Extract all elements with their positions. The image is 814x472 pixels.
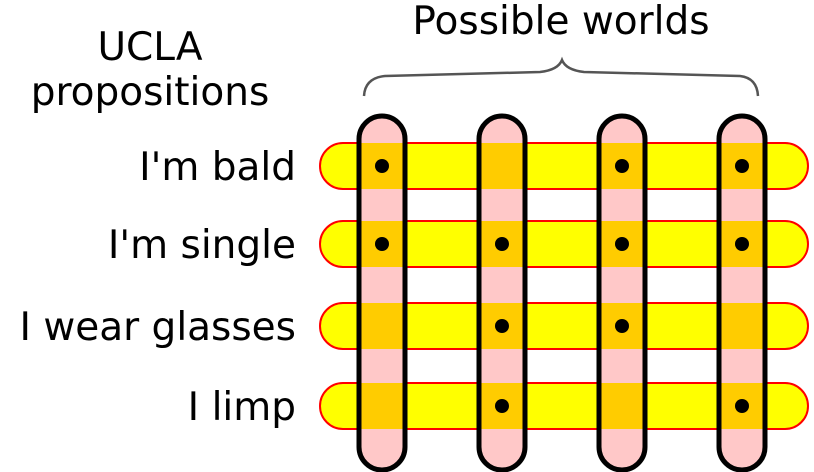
- world-outline-3: [596, 113, 648, 472]
- world-outline-4: [716, 113, 768, 472]
- proposition-label-3: I wear glasses: [19, 305, 296, 350]
- proposition-bar-3: [319, 302, 809, 350]
- membership-dot-r3-w3: [615, 319, 629, 333]
- proposition-bar-2: [319, 220, 809, 268]
- proposition-bar-4: [319, 382, 809, 430]
- membership-dot-r4-w4: [735, 399, 749, 413]
- overlap-cells: [359, 143, 765, 429]
- overlap-cell-r1-w2: [479, 143, 525, 189]
- world-outlines: [356, 113, 768, 472]
- proposition-label-1: I'm bald: [139, 145, 296, 190]
- membership-dot-r2-w1: [375, 237, 389, 251]
- world-outline-2: [476, 113, 528, 472]
- world-outline-1: [356, 113, 408, 472]
- membership-dots: [375, 159, 749, 413]
- membership-dot-r2-w3: [615, 237, 629, 251]
- membership-dot-r1-w1: [375, 159, 389, 173]
- overlap-cell-r3-w4: [719, 303, 765, 349]
- membership-dot-r4-w2: [495, 399, 509, 413]
- overlap-cell-r4-w1: [359, 383, 405, 429]
- world-column-3: [599, 116, 645, 470]
- worlds-brace: [362, 56, 760, 97]
- propositions-title-line2: propositions: [31, 70, 270, 115]
- proposition-bars: [319, 142, 809, 430]
- membership-dot-r2-w4: [735, 237, 749, 251]
- membership-dot-r2-w2: [495, 237, 509, 251]
- world-column-4: [719, 116, 765, 470]
- worlds-title: Possible worlds: [412, 0, 709, 44]
- world-column-2: [479, 116, 525, 470]
- proposition-label-2: I'm single: [108, 223, 296, 268]
- proposition-bar-1: [319, 142, 809, 190]
- world-column-1: [359, 116, 405, 470]
- membership-dot-r3-w2: [495, 319, 509, 333]
- overlap-cell-r3-w1: [359, 303, 405, 349]
- proposition-labels: I'm bald I'm single I wear glasses I limp: [19, 145, 296, 430]
- propositions-title-line1: UCLA: [97, 25, 202, 70]
- overlap-cell-r4-w3: [599, 383, 645, 429]
- proposition-label-4: I limp: [188, 385, 296, 430]
- world-columns: [359, 116, 765, 470]
- membership-dot-r1-w3: [615, 159, 629, 173]
- membership-dot-r1-w4: [735, 159, 749, 173]
